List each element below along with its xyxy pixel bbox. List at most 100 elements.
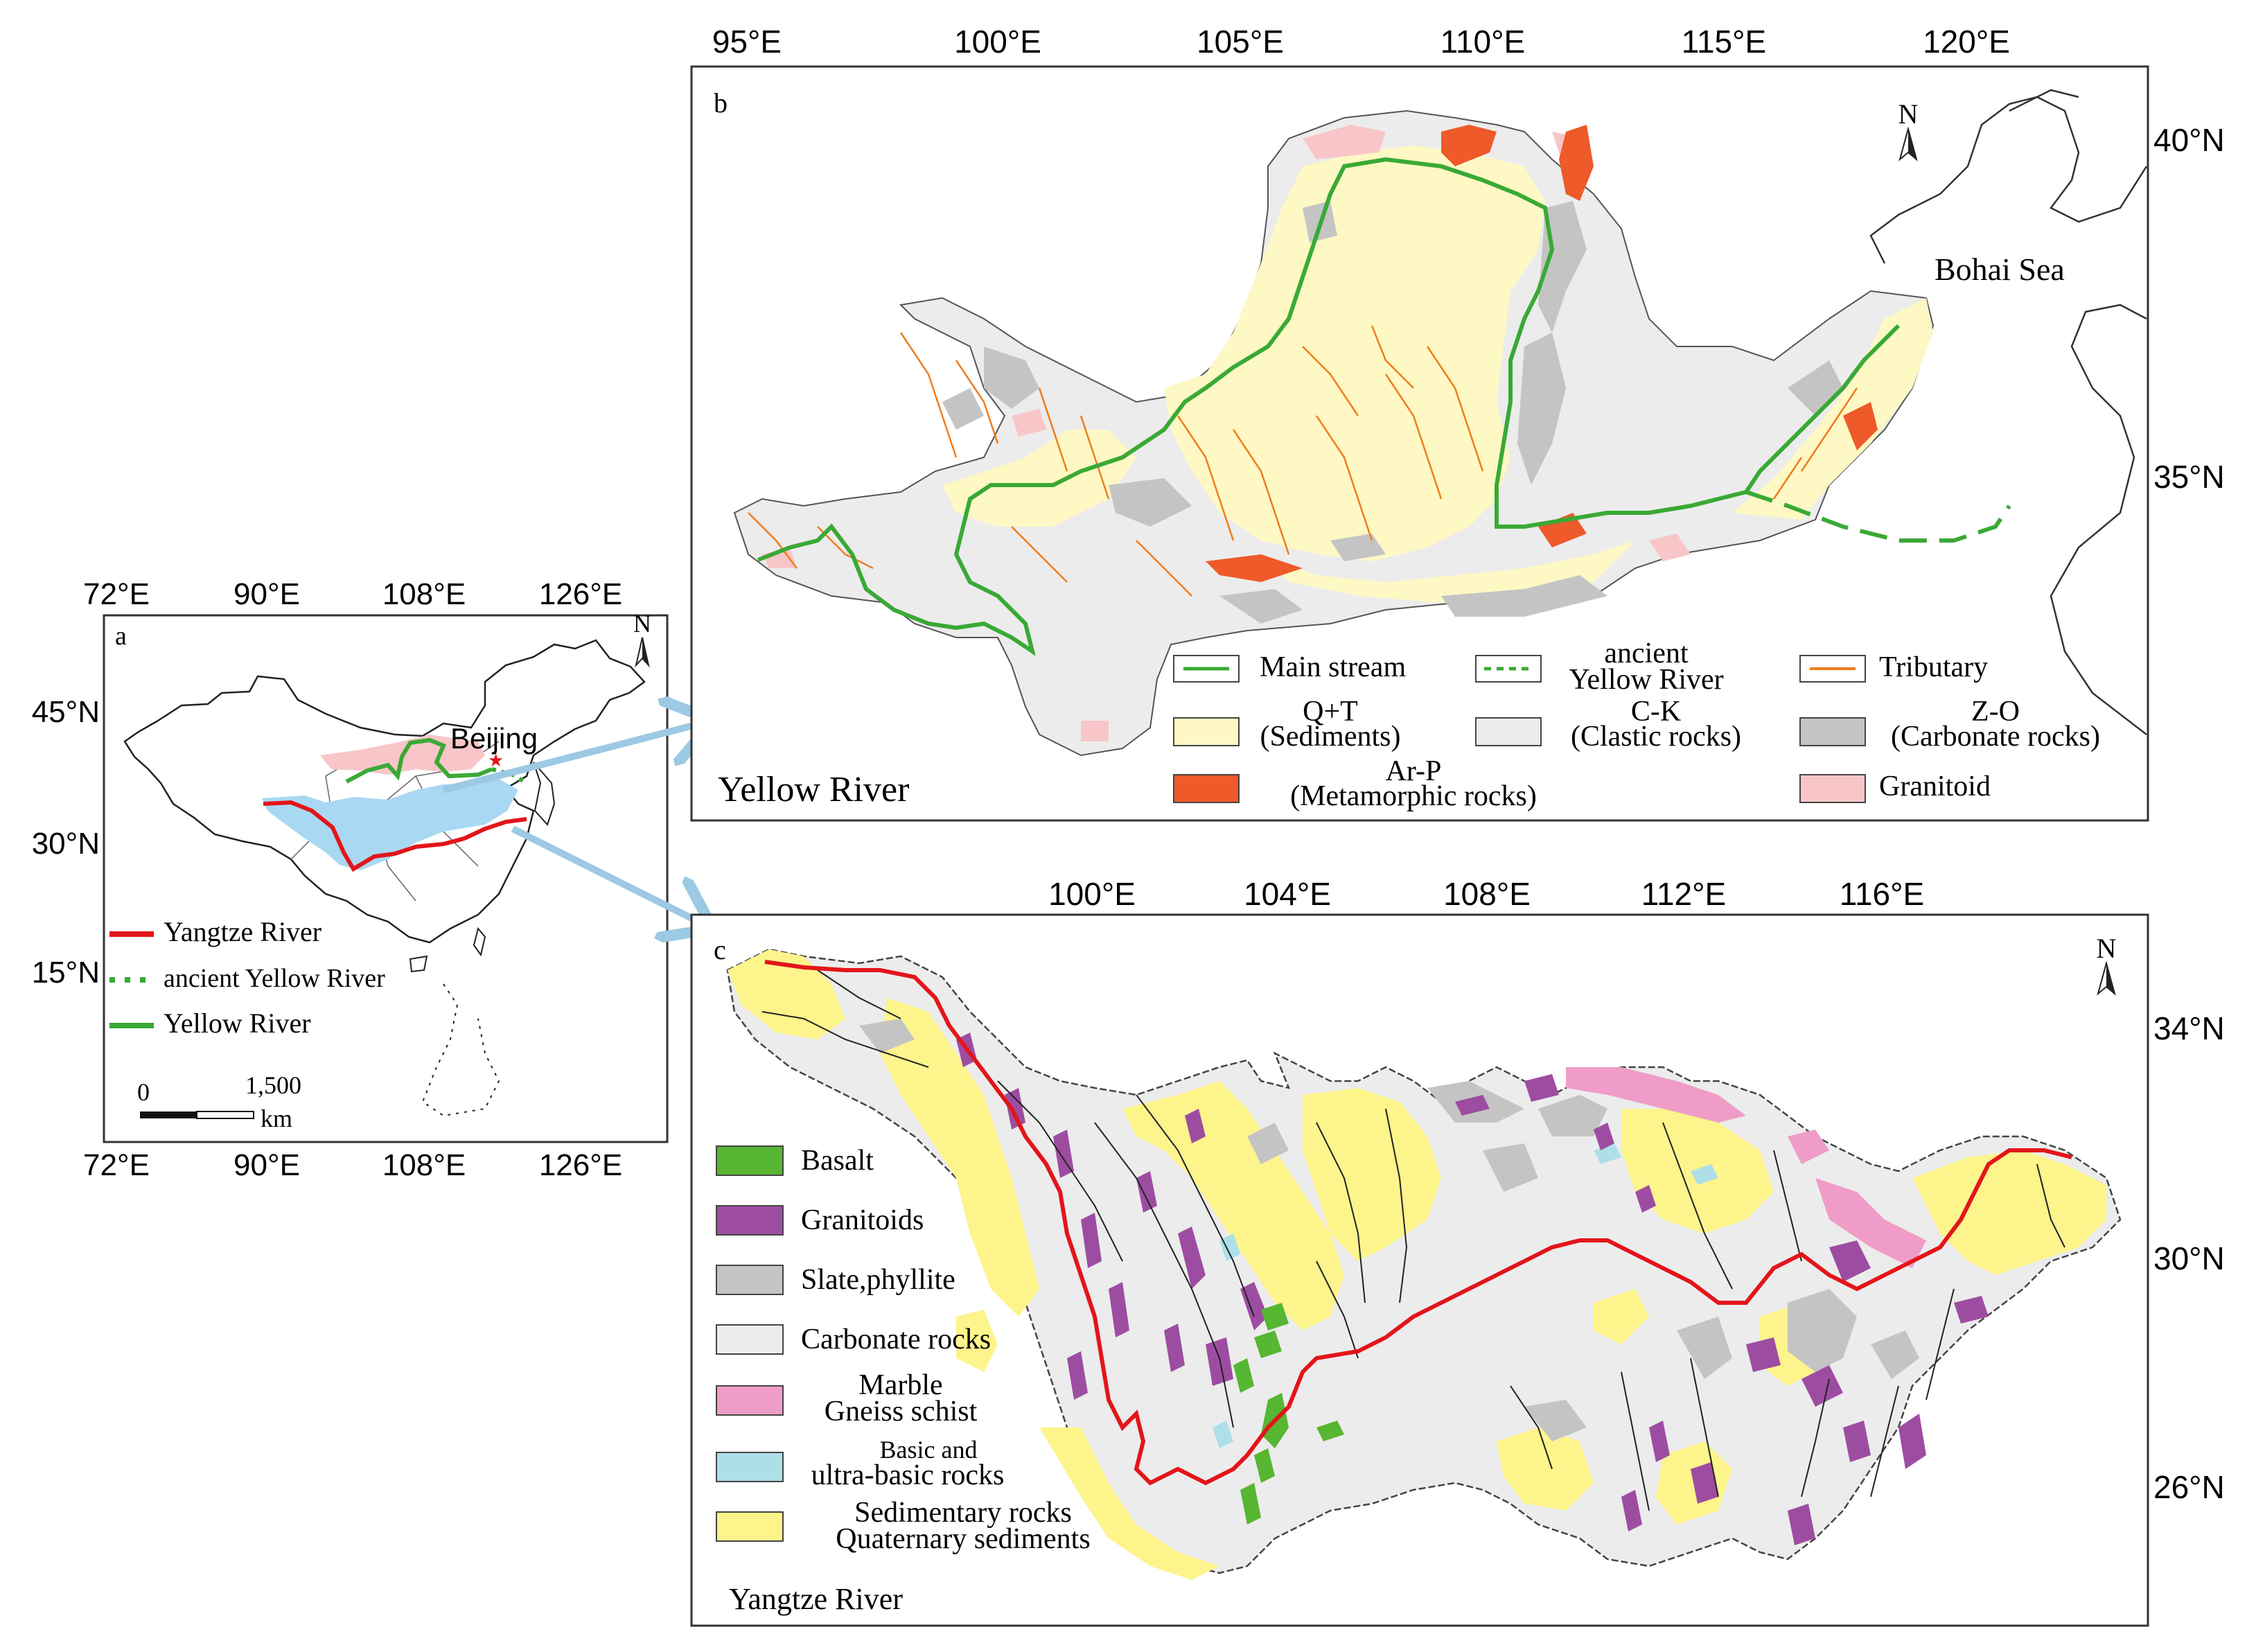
china-outline (123, 639, 646, 944)
north-arrow-a: N (633, 610, 651, 668)
slate-gray-c (859, 1019, 1919, 1441)
legend-ancient-label-2: Yellow River (1569, 664, 1723, 696)
legend-ancient-label-1: ancient (1604, 638, 1689, 669)
sediments-yellow-b-west (942, 430, 1136, 527)
lon-tick-115e: 115°E (1682, 24, 1766, 60)
panel-c-letter: c (714, 934, 726, 965)
panel-a-legend: Yangtze River ancient Yellow River Yello… (109, 916, 385, 1039)
panel-b-letter: b (714, 87, 728, 118)
lon-tick-108e-bottom: 108°E (382, 1148, 466, 1182)
lon-tick-110e: 110°E (1440, 24, 1525, 60)
granitoids-purple-c (956, 1032, 1989, 1545)
legend-marble-label-2: Gneiss schist (825, 1396, 978, 1427)
lat-tick-30n: 30°N (32, 827, 100, 861)
north-arrow-icon-c (2106, 963, 2115, 994)
arrow-to-panel-b (442, 722, 707, 793)
lat-tick-15n: 15°N (32, 956, 100, 990)
panel-c-legend: Basalt Granitoids Slate,phyllite Carbona… (716, 1145, 1091, 1555)
panel-a-scale-bar: 0 1,500 km (137, 1071, 301, 1132)
legend-basalt-label: Basalt (801, 1145, 874, 1177)
legend-carbonate-label: Carbonate rocks (801, 1324, 991, 1355)
panel-c-river-name: Yangtze River (729, 1582, 903, 1616)
lon-tick-105e: 105°E (1197, 24, 1284, 60)
legend-ultrabasic-label-2: ultra-basic rocks (811, 1459, 1005, 1491)
panel-a-lat-ticks: 45°N 30°N 15°N (32, 695, 100, 990)
scale-unit: km (261, 1105, 292, 1132)
legend-zo-swatch (1799, 717, 1866, 746)
yangtze-basin-blue (262, 779, 518, 870)
sediments-yellow-b (1164, 146, 1545, 561)
legend-yellow-label: Yellow River (164, 1008, 311, 1039)
legend-granitoid-swatch (1799, 774, 1866, 803)
scale-max: 1,500 (245, 1071, 301, 1099)
metamorphic-orange-b (1206, 125, 1878, 582)
beijing-marker: ★ (488, 750, 504, 771)
legend-ck-label-2: (Clastic rocks) (1571, 721, 1741, 753)
legend-ck-swatch (1475, 717, 1542, 746)
coastline-b (1869, 89, 2148, 735)
provincial-boundaries (290, 741, 500, 902)
panel-a-bottom-lon-ticks: 72°E 90°E 108°E 126°E (83, 1148, 622, 1182)
lon-tick-90e-top: 90°E (233, 577, 300, 611)
lat-tick-26n: 26°N (2153, 1469, 2225, 1505)
zoom-arrows (442, 722, 707, 926)
sedimentary-yellow-c (728, 949, 2106, 1580)
legend-tributary-label: Tributary (1879, 651, 1988, 683)
lon-tick-116e-c: 116°E (1840, 876, 1924, 912)
panel-a-frame (103, 614, 669, 1143)
panel-b-river-name: Yellow River (718, 770, 909, 809)
legend-sedimentary-swatch (716, 1511, 784, 1542)
sediments-yellow-b-east (1732, 298, 1933, 520)
hainan-outline (409, 955, 428, 973)
legend-arp-swatch (1173, 774, 1240, 803)
legend-slate-swatch (716, 1265, 784, 1295)
taiwan-outline (473, 926, 486, 957)
beijing-label: Beijing (450, 722, 538, 755)
legend-sedimentary-label-2: Quaternary sediments (836, 1523, 1090, 1555)
lon-tick-90e-bottom: 90°E (233, 1148, 300, 1182)
north-arrow-icon-b (1908, 129, 1916, 159)
bohai-sea-label: Bohai Sea (1935, 252, 2065, 287)
legend-marble-label-1: Marble (858, 1369, 942, 1401)
yangtze-river-line-a (263, 800, 527, 872)
panel-b: b 95°E 100°E 105°E 110°E 115°E 120°E 40°… (690, 24, 2225, 822)
lon-tick-100e: 100°E (954, 24, 1041, 60)
panel-b-lat-ticks: 40°N 35°N (2153, 122, 2225, 495)
panel-c-lon-ticks: 100°E 104°E 108°E 112°E 116°E (1048, 876, 1924, 912)
panel-c: c 100°E 104°E 108°E 112°E 116°E 34°N 30°… (690, 876, 2225, 1627)
legend-qt-label-2: (Sediments) (1260, 721, 1401, 753)
lon-tick-108e-c: 108°E (1443, 876, 1531, 912)
legend-ancient-yellow-label: ancient Yellow River (164, 964, 385, 993)
legend-zo-label-2: (Carbonate rocks) (1891, 721, 2100, 753)
legend-carbonate-swatch (716, 1324, 784, 1355)
yangtze-river-main-stream (764, 960, 2072, 1486)
yellow-river-main-stream (757, 157, 1901, 656)
lon-tick-100e-c: 100°E (1048, 876, 1136, 912)
legend-ultrabasic-label-1: Basic and (880, 1436, 978, 1464)
scale-zero: 0 (137, 1078, 150, 1106)
legend-arp-label-2: (Metamorphic rocks) (1290, 780, 1537, 812)
lat-tick-40n: 40°N (2153, 122, 2225, 158)
legend-granitoid-label: Granitoid (1879, 771, 1991, 802)
north-label-a: N (633, 610, 651, 638)
lon-tick-112e-c: 112°E (1641, 876, 1726, 912)
legend-granitoids-swatch (716, 1205, 784, 1236)
panel-a-top-lon-ticks: 72°E 90°E 108°E 126°E (83, 577, 622, 611)
panel-a: a 72°E 90°E 108°E 126°E 72°E 90°E 108°E … (32, 577, 669, 1182)
legend-qt-label-1: Q+T (1303, 696, 1358, 728)
legend-ck-label-1: C-K (1631, 696, 1681, 728)
panel-c-lat-ticks: 34°N 30°N 26°N (2153, 1010, 2225, 1505)
north-arrow-c: N (2097, 933, 2116, 996)
legend-basalt-swatch (716, 1145, 784, 1176)
panel-a-letter: a (115, 622, 127, 651)
legend-main-stream-label: Main stream (1260, 651, 1406, 683)
north-label-b: N (1898, 98, 1919, 130)
north-arrow-b: N (1898, 98, 1919, 161)
lat-tick-30n: 30°N (2153, 1240, 2225, 1276)
lat-tick-35n: 35°N (2153, 459, 2225, 495)
yellow-river-line-a (345, 737, 493, 784)
legend-arp-label-1: Ar-P (1386, 755, 1442, 787)
legend-yangtze-label: Yangtze River (164, 916, 321, 947)
lon-tick-72e-bottom: 72°E (83, 1148, 150, 1182)
